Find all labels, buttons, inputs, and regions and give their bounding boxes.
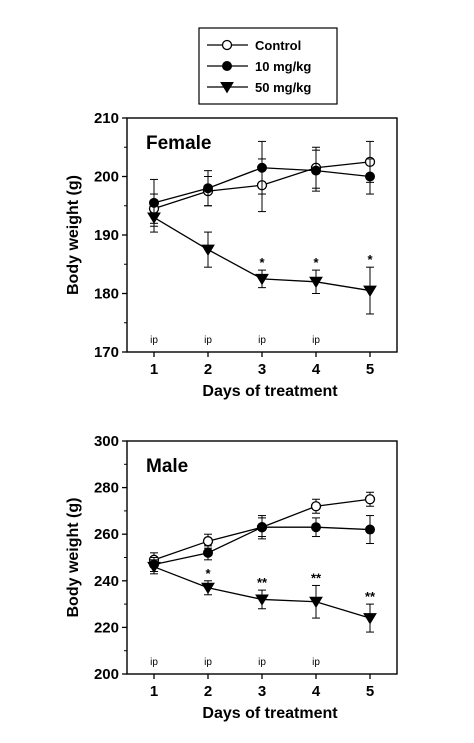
y-axis-label: Body weight (g) [65,175,82,295]
significance-marker: * [259,255,265,270]
legend-label: Control [255,38,301,53]
annotation-ip: ip [312,657,320,668]
y-tick-label: 170 [94,344,119,361]
y-tick-label: 210 [94,110,119,127]
male-panel: 200 220 240 260 280 300 1 2 3 4 5 Days of treatment… [65,433,398,722]
data-point [311,165,321,176]
y-tick-label: 190 [94,227,119,244]
significance-marker: ** [257,575,268,590]
series-50-mg-kg [147,559,377,633]
x-tick-label: 2 [204,683,212,700]
data-point [255,273,269,286]
x-tick-label: 1 [150,683,158,700]
data-point [311,522,321,533]
significance-marker: * [205,566,211,581]
data-point [364,494,376,505]
legend-label: 50 mg/kg [255,80,311,95]
annotation-ip: ip [204,335,212,346]
x-axis-label: Days of treatment [202,383,338,400]
data-point [257,522,267,533]
data-point [310,501,322,512]
y-tick-label: 280 [94,480,119,497]
x-tick-label: 5 [366,361,374,378]
data-point [257,162,267,173]
data-point [363,613,377,625]
annotation-ip: ip [258,335,266,346]
data-point [147,561,161,574]
legend-marker [222,61,232,71]
annotation-ip: ip [150,657,158,668]
panel-label: Male [146,456,188,477]
legend-label: 10 mg/kg [255,59,311,74]
x-tick-label: 3 [258,361,266,378]
x-axis-label: Days of treatment [202,705,338,722]
data-point [202,536,214,547]
panel-label: Female [146,133,211,154]
data-point [363,285,377,297]
annotation-ip: ip [312,335,320,346]
x-tick-label: 4 [312,361,321,378]
y-tick-label: 240 [94,573,119,590]
x-tick-label: 3 [258,683,266,700]
annotation-ip: ip [150,335,158,346]
y-axis-label: Body weight (g) [65,498,82,618]
data-point [365,524,375,535]
legend-marker [221,39,233,51]
x-tick-label: 2 [204,361,212,378]
series-10-mg-kg [149,515,375,572]
data-point [203,547,213,558]
legend-entry: 10 mg/kg [207,59,311,74]
female-panel: 170 180 190 200 210 1 2 3 4 5 Days of treatment Bod… [65,110,398,400]
legend-marker [220,82,234,94]
data-point [365,171,375,182]
y-tick-label: 180 [94,286,119,303]
y-tick-label: 200 [94,169,119,186]
legend: Control 10 mg/kg 50 mg/kg [198,27,338,105]
legend-entry: 50 mg/kg [207,80,311,95]
annotation-ip: ip [204,657,212,668]
x-tick-label: 1 [150,361,158,378]
data-point [201,244,215,256]
significance-marker: * [367,252,373,267]
x-tick-label: 5 [366,683,374,700]
data-point [147,212,161,224]
significance-marker: * [313,255,319,270]
data-point [309,276,323,289]
x-tick-label: 4 [312,683,321,700]
annotation-ip: ip [258,657,266,668]
y-tick-label: 300 [94,433,119,450]
series-10-mg-kg [149,140,375,227]
significance-marker: ** [365,589,376,604]
y-tick-label: 260 [94,526,119,543]
data-point [203,183,213,194]
significance-marker: ** [311,570,322,585]
y-tick-label: 220 [94,619,119,636]
legend-entry: Control [207,38,301,53]
y-tick-label: 200 [94,666,119,683]
series-50-mg-kg [147,202,377,315]
data-point [309,596,323,609]
data-point [201,582,215,595]
data-point [255,594,269,606]
